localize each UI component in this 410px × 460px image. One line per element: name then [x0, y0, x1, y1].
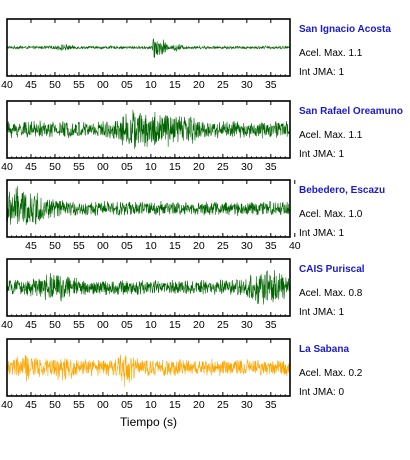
max-acceleration-label: Acel. Max. 1.1 [299, 48, 363, 59]
max-acceleration-label: Acel. Max. 1.0 [299, 209, 363, 220]
x-tick-label: 50 [49, 319, 61, 331]
x-tick-label: 45 [25, 240, 37, 252]
x-tick-label: 25 [217, 399, 229, 411]
x-tick-label: 50 [49, 79, 61, 91]
waveform-trace [7, 38, 291, 58]
x-tick-label: 20 [193, 399, 205, 411]
x-tick-label: 20 [193, 240, 205, 252]
max-acceleration-label: Acel. Max. 1.1 [299, 130, 363, 141]
x-tick-label: 00 [97, 79, 109, 91]
panel-1: 40 45 50 55 00 05 10 15 20 25 30 35 San Ignacio Acos… [1, 18, 391, 91]
station-name: La Sabana [299, 344, 349, 355]
jma-intensity-label: Int JMA: 1 [299, 228, 344, 239]
x-tick-label: 30 [241, 319, 253, 331]
x-tick-label: 40 [1, 79, 13, 91]
x-tick-label: 05 [121, 240, 133, 252]
plot-frame [6, 258, 291, 317]
panel-2: 40 45 50 55 00 05 10 15 20 25 30 35 San Rafael Oream… [1, 100, 403, 173]
waveform-trace [6, 186, 291, 225]
station-name: CAIS Puriscal [299, 264, 365, 275]
x-tick-label: 15 [169, 161, 181, 173]
x-tick-label: 35 [265, 319, 277, 331]
max-acceleration-label: Acel. Max. 0.2 [299, 368, 363, 379]
x-tick-label: 00 [97, 399, 109, 411]
waveform-trace [6, 270, 291, 305]
x-tick-label: 15 [169, 79, 181, 91]
plot-frame [6, 100, 291, 159]
station-name: San Rafael Oreamuno [299, 106, 403, 117]
x-tick-label: 10 [145, 399, 157, 411]
x-tick-label: 10 [145, 79, 157, 91]
x-tick-label: 15 [169, 319, 181, 331]
x-tick-label: 40 [1, 161, 13, 173]
panel-5: 40 45 50 55 00 05 10 15 20 25 30 35 La Sabana Acel. M… [1, 338, 363, 411]
x-tick-label: 10 [145, 319, 157, 331]
x-tick-label: 10 [145, 161, 157, 173]
jma-intensity-label: Int JMA: 1 [299, 67, 344, 78]
x-tick-label: 25 [217, 161, 229, 173]
x-tick-label: 55 [73, 319, 85, 331]
x-axis-label: Tiempo (s) [120, 415, 177, 429]
jma-intensity-label: Int JMA: 1 [299, 307, 344, 318]
x-tick-label: 25 [217, 240, 229, 252]
plot-frame [6, 338, 291, 397]
x-tick-label: 05 [121, 399, 133, 411]
waveform-trace [6, 109, 291, 149]
station-name: San Ignacio Acosta [299, 24, 391, 35]
x-tick-label: 30 [241, 79, 253, 91]
panel-3: 45 50 55 00 05 10 15 20 25 30 35 40 Bebedero, Escazu… [6, 179, 385, 252]
jma-intensity-label: Int JMA: 1 [299, 149, 344, 160]
x-tick-label: 20 [193, 161, 205, 173]
x-tick-label: 35 [265, 161, 277, 173]
x-tick-label: 05 [121, 319, 133, 331]
panel-4: 40 45 50 55 00 05 10 15 20 25 30 35 CAIS Puriscal Ace… [1, 258, 365, 331]
x-tick-label: 30 [241, 161, 253, 173]
x-tick-label: 45 [25, 79, 37, 91]
x-tick-label: 55 [73, 399, 85, 411]
x-tick-label: 25 [217, 79, 229, 91]
x-tick-label: 45 [25, 161, 37, 173]
station-name: Bebedero, Escazu [299, 185, 385, 196]
x-tick-label: 15 [169, 399, 181, 411]
max-acceleration-label: Acel. Max. 0.8 [299, 288, 363, 299]
x-tick-label: 45 [25, 319, 37, 331]
x-tick-label: 05 [121, 79, 133, 91]
x-tick-label: 20 [193, 79, 205, 91]
x-tick-label: 00 [97, 319, 109, 331]
jma-intensity-label: Int JMA: 0 [299, 387, 344, 398]
x-tick-label: 00 [97, 240, 109, 252]
x-tick-label: 00 [97, 161, 109, 173]
x-tick-label: 50 [49, 399, 61, 411]
x-tick-label: 20 [193, 319, 205, 331]
x-tick-label: 45 [25, 399, 37, 411]
x-tick-label: 40 [289, 240, 301, 252]
plot-frame [6, 179, 291, 238]
x-tick-label: 55 [73, 79, 85, 91]
x-tick-label: 25 [217, 319, 229, 331]
x-tick-label: 50 [49, 240, 61, 252]
plot-frame [6, 18, 291, 77]
x-tick-label: 40 [1, 399, 13, 411]
x-tick-label: 40 [1, 319, 13, 331]
x-tick-label: 35 [265, 399, 277, 411]
x-tick-label: 50 [49, 161, 61, 173]
x-tick-label: 15 [169, 240, 181, 252]
x-tick-label: 35 [265, 240, 277, 252]
x-tick-label: 30 [241, 240, 253, 252]
waveform-trace [6, 354, 291, 387]
x-tick-label: 55 [73, 240, 85, 252]
x-tick-label: 35 [265, 79, 277, 91]
x-tick-label: 05 [121, 161, 133, 173]
x-tick-label: 55 [73, 161, 85, 173]
x-tick-label: 10 [145, 240, 157, 252]
x-tick-label: 30 [241, 399, 253, 411]
